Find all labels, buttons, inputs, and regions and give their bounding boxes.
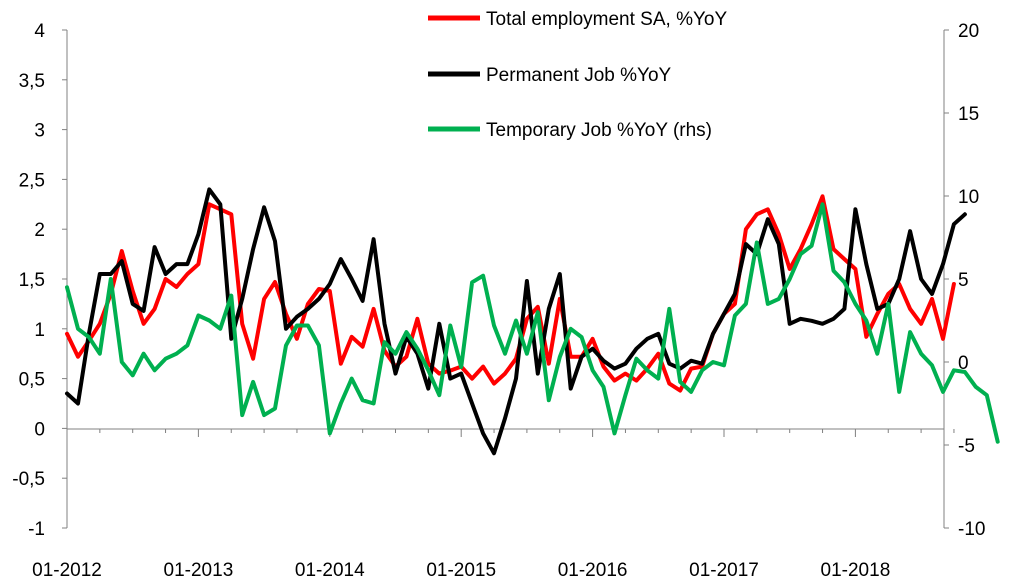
- legend-label-total-employment: Total employment SA, %YoY: [486, 9, 727, 30]
- x-axis-tick-label: 01-2018: [821, 560, 891, 580]
- right-axis-tick-label: -5: [958, 436, 975, 457]
- left-axis-tick-label: 2: [34, 220, 45, 241]
- right-axis-tick-label: 5: [958, 270, 969, 291]
- x-axis-tick-label: 01-2012: [32, 560, 102, 580]
- x-axis-tick-label: 01-2014: [295, 560, 365, 580]
- x-axis-tick-label: 01-2015: [426, 560, 496, 580]
- left-axis-tick-label: 0: [34, 419, 45, 440]
- right-axis-tick-label: 10: [958, 187, 979, 208]
- right-axis-tick-label: 0: [958, 353, 969, 374]
- legend-label-temporary-job: Temporary Job %YoY (rhs): [486, 120, 712, 141]
- legend: Total employment SA, %YoY Permanent Job …: [428, 9, 727, 141]
- left-axis-tick-label: 3: [34, 121, 45, 142]
- x-axis-tick-label: 01-2017: [689, 560, 759, 580]
- legend-label-permanent-job: Permanent Job %YoY: [486, 65, 672, 86]
- series-line-permanent-job: [65, 187, 967, 456]
- series-line-temporary-job: [65, 202, 1000, 444]
- left-axis-tick-label: -1: [28, 519, 45, 540]
- series-line-total-employment: [65, 194, 956, 393]
- left-axis-tick-label: 1,5: [19, 270, 45, 291]
- right-axis-tick-label: 15: [958, 104, 979, 125]
- x-axis-tick-label: 01-2016: [558, 560, 628, 580]
- right-axis-tick-label: 20: [958, 21, 979, 42]
- left-axis-tick-label: 2,5: [19, 170, 45, 191]
- axes: -1 -0,5 0 0,5 1 1,5 2 2,5 3 3,5 4 -10 -5 0 5 10 15 20 01-2…: [12, 21, 985, 580]
- left-axis-tick-label: 4: [34, 21, 45, 42]
- left-axis-tick-label: 1: [34, 320, 45, 341]
- left-axis-tick-label: 0,5: [19, 370, 45, 391]
- right-axis-tick-label: -10: [958, 519, 985, 540]
- x-axis-tick-label: 01-2013: [164, 560, 234, 580]
- left-axis-tick-label: 3,5: [19, 71, 45, 92]
- left-axis-tick-label: -0,5: [12, 469, 45, 490]
- plot-lines: [65, 187, 1000, 456]
